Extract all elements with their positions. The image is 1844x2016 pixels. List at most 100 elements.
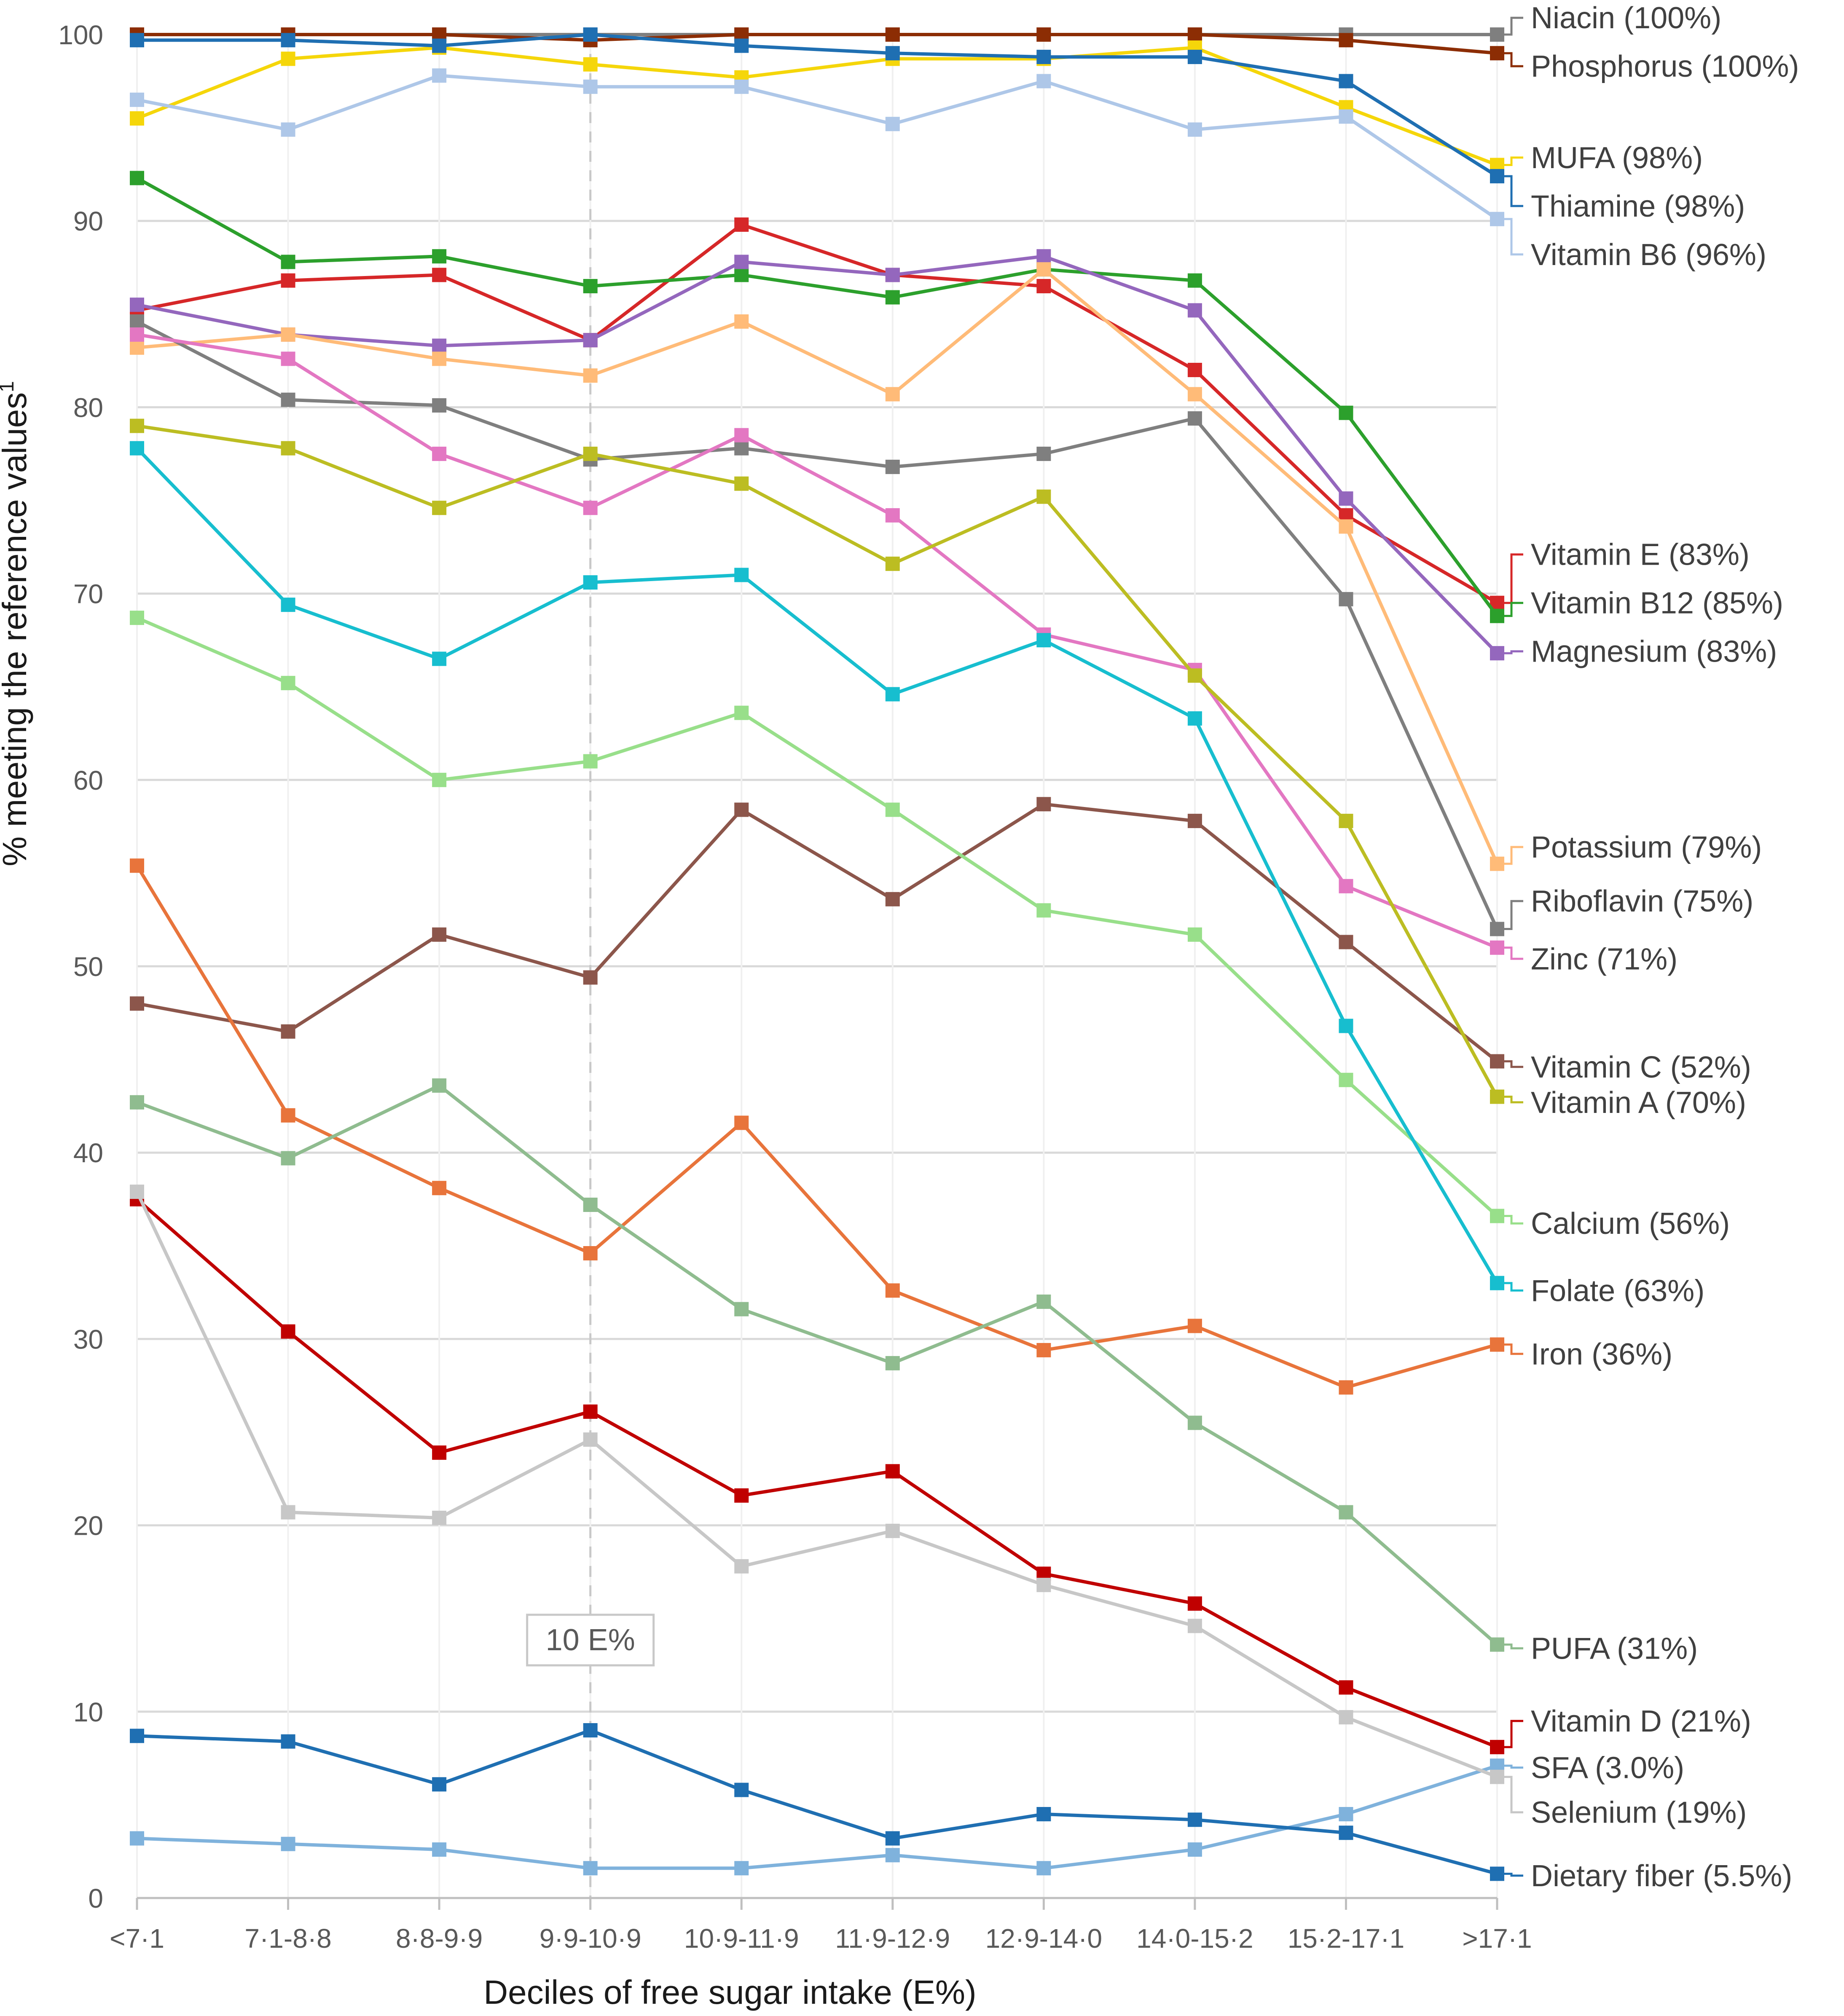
series-label: Phosphorus (100%) <box>1531 50 1799 83</box>
data-point <box>885 1831 900 1846</box>
data-point <box>885 1464 900 1479</box>
data-point <box>130 1729 144 1743</box>
data-point <box>734 441 749 456</box>
data-point <box>734 79 749 94</box>
data-point <box>130 111 144 126</box>
series-label: Vitamin D (21%) <box>1531 1705 1751 1738</box>
data-point <box>1036 633 1051 648</box>
data-point <box>1036 489 1051 504</box>
series-17 <box>130 1192 1504 1754</box>
data-point <box>1339 1380 1353 1395</box>
data-point <box>1187 1596 1202 1611</box>
data-point <box>1187 814 1202 828</box>
data-point <box>885 1848 900 1863</box>
y-tick-label: 10 <box>73 1697 103 1727</box>
series-6 <box>130 171 1504 623</box>
data-point <box>1187 273 1202 288</box>
data-point <box>130 298 144 312</box>
series-label: Vitamin E (83%) <box>1531 538 1750 572</box>
data-point <box>130 418 144 433</box>
data-point <box>1036 1343 1051 1357</box>
data-point <box>130 340 144 355</box>
series-line <box>137 1764 1498 1870</box>
data-point <box>583 1246 598 1260</box>
reference-label: 10 E% <box>546 1623 635 1657</box>
series-20 <box>130 1723 1504 1881</box>
data-point <box>1036 903 1051 918</box>
y-tick-label: 60 <box>73 765 103 796</box>
data-point <box>1036 1578 1051 1592</box>
series-line <box>136 1084 1498 1646</box>
data-point <box>734 217 749 232</box>
data-point <box>583 1404 598 1419</box>
data-point <box>1339 879 1353 893</box>
data-point <box>885 1356 900 1370</box>
label-leader <box>1499 1343 1523 1355</box>
series-10 <box>130 327 1504 955</box>
data-point <box>130 92 144 107</box>
label-leader <box>1499 1060 1523 1068</box>
data-point <box>1036 1294 1051 1309</box>
data-point <box>281 598 295 612</box>
series-line <box>136 447 1499 1284</box>
data-point <box>734 428 749 442</box>
data-point <box>432 1078 447 1093</box>
data-point <box>1339 592 1353 606</box>
data-point <box>1036 27 1051 42</box>
data-point <box>281 255 295 269</box>
data-point <box>1339 1505 1353 1520</box>
label-leader <box>1499 1764 1523 1769</box>
series-13 <box>130 611 1504 1223</box>
series-9 <box>130 314 1504 936</box>
axes: 0 10 20 30 40 50 60 70 80 90 100 <7·1 7·1-8·8 8·8-9·9… <box>58 20 1532 1954</box>
series-line <box>136 616 1498 1217</box>
series-line <box>136 176 1499 617</box>
series-line <box>135 1191 1498 1779</box>
data-point <box>734 1488 749 1503</box>
data-point <box>583 446 598 461</box>
data-point <box>1339 1807 1353 1822</box>
data-point <box>432 446 447 461</box>
series-line <box>137 802 1498 1063</box>
data-point <box>734 476 749 491</box>
series-5 <box>130 217 1504 610</box>
data-point <box>734 1783 749 1797</box>
series-line <box>136 320 1499 930</box>
data-point <box>281 676 295 690</box>
series-label: Magnesium (83%) <box>1531 635 1777 669</box>
label-leader <box>1499 175 1523 207</box>
series-line <box>137 424 1499 1098</box>
data-point <box>281 1324 295 1339</box>
data-point <box>734 568 749 582</box>
y-tick-label: 90 <box>73 206 103 236</box>
data-point <box>281 1734 295 1749</box>
y-tick-label: 80 <box>73 392 103 423</box>
data-point <box>281 441 295 456</box>
data-point <box>130 1185 144 1199</box>
y-tick-label: 40 <box>73 1138 103 1168</box>
data-point <box>583 754 598 769</box>
data-point <box>885 290 900 305</box>
series-line <box>137 33 1498 178</box>
series-line <box>137 255 1498 654</box>
data-point <box>583 57 598 72</box>
data-point <box>281 122 295 137</box>
data-point <box>1187 927 1202 942</box>
data-point <box>734 255 749 269</box>
data-point <box>281 51 295 66</box>
y-tick-label: 100 <box>58 20 103 50</box>
data-point <box>281 327 295 342</box>
data-point <box>130 327 144 342</box>
data-point <box>1187 50 1202 64</box>
y-tick-label: 70 <box>73 579 103 609</box>
y-tick-label: 50 <box>73 952 103 982</box>
data-point <box>432 68 447 83</box>
label-leader <box>1499 900 1523 930</box>
data-point <box>432 249 447 264</box>
reference-label-box <box>526 1614 655 1667</box>
data-point <box>1036 74 1051 88</box>
data-point <box>1036 1807 1051 1822</box>
data-point <box>1187 122 1202 137</box>
data-point <box>885 1523 900 1538</box>
